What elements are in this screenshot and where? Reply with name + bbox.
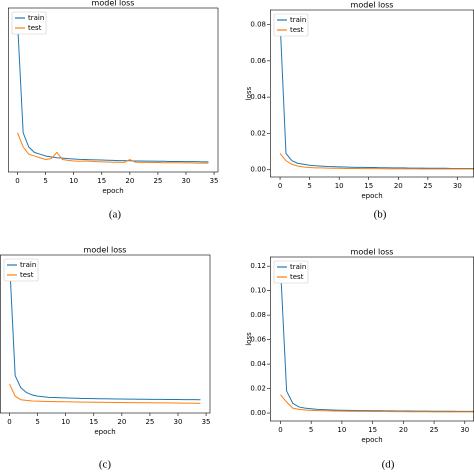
legend-label: train — [28, 14, 44, 22]
y-axis-label: loss — [245, 332, 253, 346]
x-tick-label: 25 — [153, 177, 162, 185]
y-tick-label: 0.02 — [250, 129, 266, 137]
caption: (b) — [374, 209, 387, 221]
panel: model loss 0 5 10 15 20 25 30 0.00 0.02 0.04 0.06 0.… — [245, 248, 474, 471]
x-tick-label: 25 — [423, 182, 432, 190]
x-tick-label: 15 — [364, 182, 373, 190]
y-tick-label: 0.06 — [250, 336, 266, 344]
y-tick-label: 0.00 — [250, 409, 266, 417]
caption: (d) — [382, 459, 395, 471]
chart-title: model loss — [351, 1, 394, 10]
x-tick-label: 5 — [309, 426, 313, 434]
y-tick-label: 0.04 — [250, 360, 266, 368]
x-axis-label: epoch — [102, 187, 123, 195]
y-tick-label: 0.00 — [250, 166, 266, 174]
series-line — [17, 22, 209, 163]
legend-label: test — [28, 24, 42, 32]
x-tick-label: 20 — [125, 177, 134, 185]
x-tick-label: 30 — [174, 418, 183, 426]
lines — [17, 22, 209, 164]
x-tick-label: 25 — [430, 426, 439, 434]
chart-title: model loss — [84, 246, 127, 255]
x-tick-label: 25 — [145, 418, 154, 426]
x-tick-label: 15 — [368, 426, 377, 434]
y-tick-label: 0.08 — [250, 311, 266, 319]
y-tick-label: 0.08 — [250, 21, 266, 29]
plot-frame — [8, 7, 219, 173]
legend-label: train — [290, 263, 306, 271]
x-tick-label: 20 — [117, 418, 126, 426]
legend-label: test — [290, 273, 304, 281]
series-line — [9, 261, 201, 401]
y-tick-label: 0.04 — [250, 93, 266, 101]
y-axis-label: loss — [245, 86, 253, 100]
panel: model loss 0 5 10 15 20 25 30 35 epoch train test (a… — [8, 0, 219, 221]
legend-label: train — [290, 16, 306, 24]
x-tick-label: 35 — [210, 177, 219, 185]
y-tick-label: 0.06 — [250, 57, 266, 65]
x-tick-label: 35 — [202, 418, 211, 426]
lines — [9, 261, 201, 404]
x-axis-label: epoch — [94, 428, 115, 436]
x-tick-label: 10 — [61, 418, 70, 426]
y-tick-label: 0.12 — [250, 262, 266, 270]
x-tick-label: 10 — [335, 182, 344, 190]
panel: model loss 0 5 10 15 20 25 30 0.00 0.02 0.04 0.06 0.… — [245, 1, 474, 221]
x-tick-label: 5 — [35, 418, 39, 426]
y-tick-label: 0.10 — [250, 287, 266, 295]
x-tick-label: 15 — [97, 177, 106, 185]
legend-label: test — [20, 271, 34, 279]
x-tick-label: 20 — [399, 426, 408, 434]
series-line — [9, 383, 201, 404]
x-tick-label: 15 — [89, 418, 98, 426]
lines — [279, 266, 474, 413]
x-tick-label: 20 — [394, 182, 403, 190]
x-tick-label: 30 — [460, 426, 469, 434]
legend-label: test — [290, 26, 304, 34]
x-tick-label: 0 — [7, 418, 11, 426]
caption: (a) — [109, 209, 122, 221]
series-line — [279, 266, 474, 412]
series-line — [279, 153, 474, 170]
x-axis-label: epoch — [361, 436, 382, 444]
lines — [279, 20, 474, 170]
panel: model loss 0 5 10 15 20 25 30 35 epoch train test (c… — [0, 246, 211, 471]
x-tick-label: 5 — [43, 177, 47, 185]
x-axis-label: epoch — [361, 192, 382, 200]
caption: (c) — [99, 459, 112, 471]
plot-frame — [0, 254, 211, 414]
x-tick-label: 30 — [453, 182, 462, 190]
series-line — [280, 394, 474, 413]
y-tick-label: 0.02 — [250, 385, 266, 393]
x-tick-label: 5 — [307, 182, 311, 190]
series-line — [279, 20, 474, 169]
x-tick-label: 10 — [69, 177, 78, 185]
chart-title: model loss — [92, 0, 135, 8]
legend-label: train — [20, 261, 36, 269]
x-tick-label: 0 — [278, 182, 282, 190]
x-tick-label: 30 — [182, 177, 191, 185]
series-line — [17, 132, 209, 164]
x-tick-label: 0 — [278, 426, 282, 434]
chart-title: model loss — [351, 248, 394, 257]
x-tick-label: 0 — [15, 177, 19, 185]
x-tick-label: 10 — [337, 426, 346, 434]
